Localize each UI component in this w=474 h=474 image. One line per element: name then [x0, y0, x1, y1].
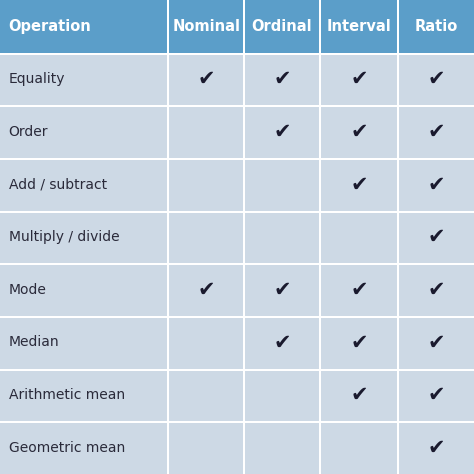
- Text: Ordinal: Ordinal: [252, 19, 312, 34]
- Text: Median: Median: [9, 335, 59, 349]
- Text: ✔: ✔: [350, 332, 368, 352]
- Text: Interval: Interval: [327, 19, 392, 34]
- Text: ✔: ✔: [428, 332, 445, 352]
- Text: ✔: ✔: [273, 280, 291, 300]
- Bar: [0, 369, 474, 371]
- Bar: [0, 158, 474, 160]
- Text: ✔: ✔: [273, 332, 291, 352]
- Text: ✔: ✔: [428, 438, 445, 458]
- Bar: [319, 0, 321, 474]
- Text: ✔: ✔: [350, 69, 368, 89]
- Text: Nominal: Nominal: [172, 19, 240, 34]
- Text: ✔: ✔: [350, 280, 368, 300]
- Text: ✔: ✔: [428, 174, 445, 194]
- Bar: [0, 210, 474, 212]
- Bar: [0, 53, 474, 55]
- Text: ✔: ✔: [428, 280, 445, 300]
- Bar: [0, 421, 474, 423]
- Text: ✔: ✔: [273, 69, 291, 89]
- Text: ✔: ✔: [428, 385, 445, 405]
- Text: ✔: ✔: [428, 122, 445, 142]
- Bar: [0, 0, 474, 53]
- Text: Equality: Equality: [9, 72, 65, 86]
- Text: ✔: ✔: [273, 122, 291, 142]
- Text: ✔: ✔: [428, 227, 445, 247]
- Bar: [0, 264, 474, 265]
- Text: Mode: Mode: [9, 283, 46, 297]
- Text: Order: Order: [9, 125, 48, 139]
- Text: ✔: ✔: [350, 122, 368, 142]
- Bar: [243, 0, 245, 474]
- Text: ✔: ✔: [350, 385, 368, 405]
- Text: Multiply / divide: Multiply / divide: [9, 230, 119, 244]
- Text: Geometric mean: Geometric mean: [9, 441, 125, 455]
- Text: Arithmetic mean: Arithmetic mean: [9, 388, 125, 402]
- Text: Add / subtract: Add / subtract: [9, 177, 107, 191]
- Text: ✔: ✔: [428, 69, 445, 89]
- Bar: [0, 105, 474, 107]
- Text: ✔: ✔: [198, 69, 215, 89]
- Bar: [167, 0, 169, 474]
- Text: ✔: ✔: [198, 280, 215, 300]
- Text: ✔: ✔: [350, 174, 368, 194]
- Bar: [0, 316, 474, 318]
- Text: Ratio: Ratio: [414, 19, 458, 34]
- Bar: [397, 0, 399, 474]
- Text: Operation: Operation: [9, 19, 91, 34]
